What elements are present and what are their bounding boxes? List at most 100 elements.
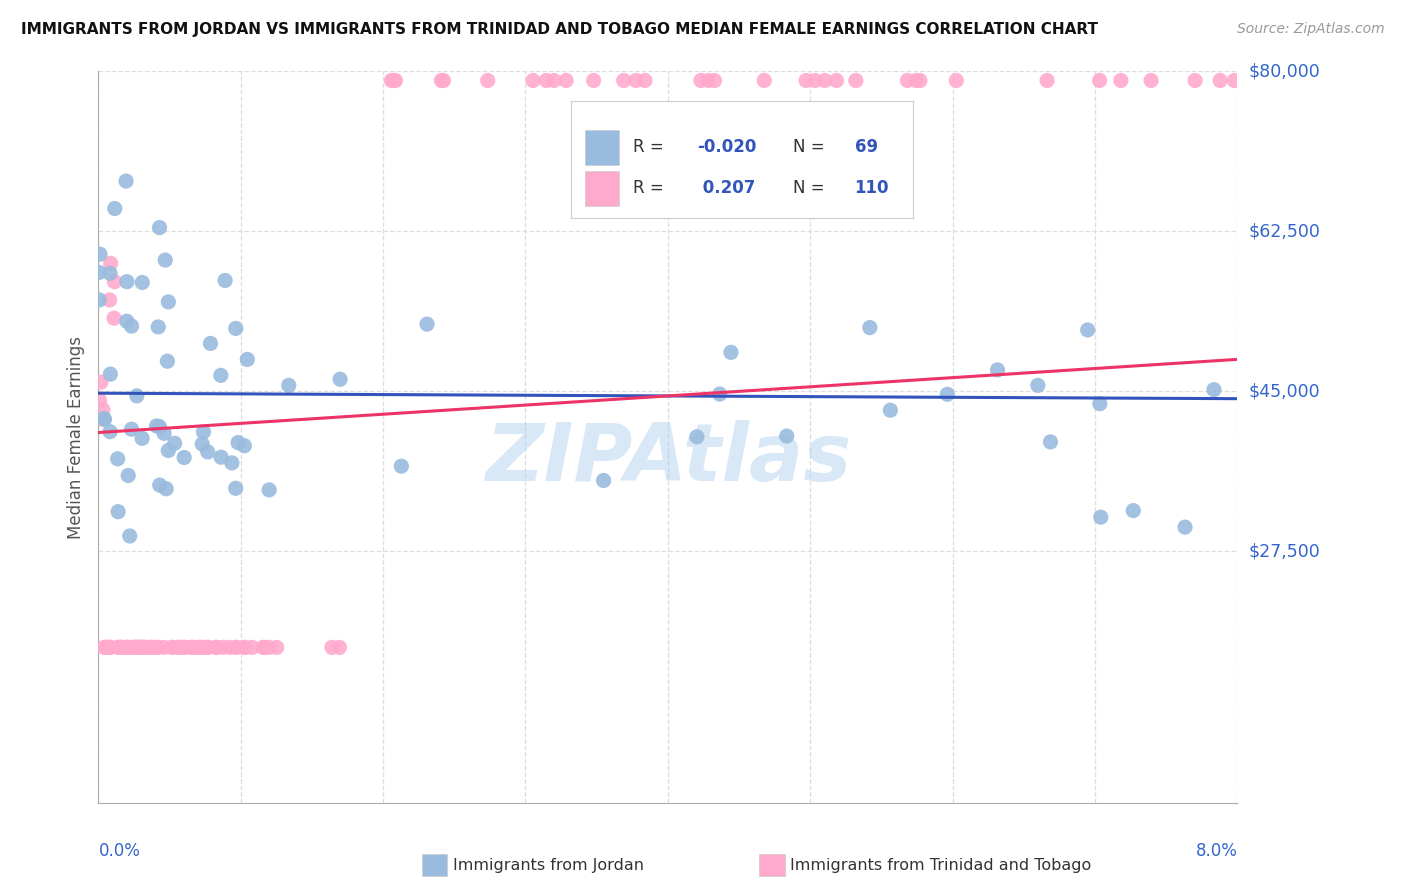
Point (690, 73, 713, 87)
Point (108, 640, 131, 655)
Point (128, 640, 150, 655)
Point (167, 640, 190, 655)
Text: 0.0%: 0.0% (98, 842, 141, 860)
Point (141, 640, 163, 655)
Point (232, 640, 254, 655)
Point (266, 640, 288, 655)
Point (157, 294, 180, 309)
Point (1088, 397, 1111, 411)
Point (193, 425, 215, 439)
Point (132, 640, 155, 655)
Point (226, 435, 249, 450)
Point (253, 640, 276, 655)
Point (879, 403, 901, 417)
Point (845, 73, 868, 87)
Point (132, 640, 155, 655)
Point (93, 412, 115, 426)
Point (157, 443, 180, 458)
Point (380, 73, 402, 87)
Point (225, 481, 247, 495)
Point (163, 436, 186, 450)
Point (257, 483, 280, 497)
Point (477, 73, 499, 87)
Point (124, 640, 146, 655)
Point (104, 202, 127, 216)
Point (382, 73, 405, 87)
Point (188, 640, 211, 655)
Point (522, 73, 544, 87)
Point (148, 419, 170, 434)
Point (156, 354, 179, 368)
Point (321, 640, 343, 655)
Point (93, 640, 115, 655)
Point (896, 73, 918, 87)
Text: IMMIGRANTS FROM JORDAN VS IMMIGRANTS FROM TRINIDAD AND TOBAGO MEDIAN FEMALE EARN: IMMIGRANTS FROM JORDAN VS IMMIGRANTS FRO… (21, 22, 1098, 37)
Point (754, 73, 776, 87)
Point (115, 174, 138, 188)
Point (430, 73, 453, 87)
Point (197, 640, 219, 655)
Point (936, 387, 959, 401)
Point (209, 450, 232, 465)
Point (235, 640, 257, 655)
Y-axis label: Median Female Earnings: Median Female Earnings (66, 335, 84, 539)
Point (173, 450, 195, 465)
Point (697, 73, 720, 87)
Point (89, 293, 111, 307)
Point (592, 474, 614, 488)
Point (98, 640, 121, 655)
Text: $45,000: $45,000 (1249, 383, 1320, 401)
Point (389, 459, 412, 474)
Point (107, 640, 129, 655)
Point (613, 73, 636, 87)
Point (172, 640, 194, 655)
Point (125, 640, 148, 655)
Point (153, 426, 176, 441)
Point (181, 640, 204, 655)
Point (536, 73, 558, 87)
Point (193, 640, 215, 655)
Point (1036, 73, 1059, 87)
Point (98, 367, 121, 381)
Point (128, 640, 150, 655)
Point (686, 430, 709, 444)
Point (169, 640, 191, 655)
Point (131, 640, 153, 655)
Point (233, 439, 256, 453)
Point (148, 220, 170, 235)
Point (184, 640, 207, 655)
Point (1209, 73, 1232, 87)
Point (94, 640, 117, 655)
Point (153, 640, 176, 655)
Point (110, 640, 132, 655)
Point (986, 363, 1008, 377)
Point (1202, 383, 1225, 397)
Point (118, 529, 141, 543)
Point (98, 425, 121, 439)
Point (859, 320, 882, 334)
Point (1077, 323, 1099, 337)
Point (98, 640, 121, 655)
Point (543, 73, 565, 87)
Point (225, 640, 247, 655)
Point (98, 640, 121, 655)
Point (114, 640, 136, 655)
Point (107, 451, 129, 466)
Point (555, 73, 578, 87)
Point (155, 253, 177, 268)
Point (134, 640, 156, 655)
Point (100, 256, 122, 270)
Point (624, 73, 647, 87)
Point (131, 276, 153, 290)
Point (191, 437, 214, 451)
Text: 8.0%: 8.0% (1195, 842, 1237, 860)
Point (1090, 510, 1112, 524)
Point (98, 640, 121, 655)
Text: $80,000: $80,000 (1249, 62, 1320, 80)
Point (87, 266, 110, 280)
Point (98, 266, 121, 280)
Point (776, 429, 799, 443)
Point (90, 411, 112, 425)
Point (121, 319, 143, 334)
Point (174, 640, 197, 655)
